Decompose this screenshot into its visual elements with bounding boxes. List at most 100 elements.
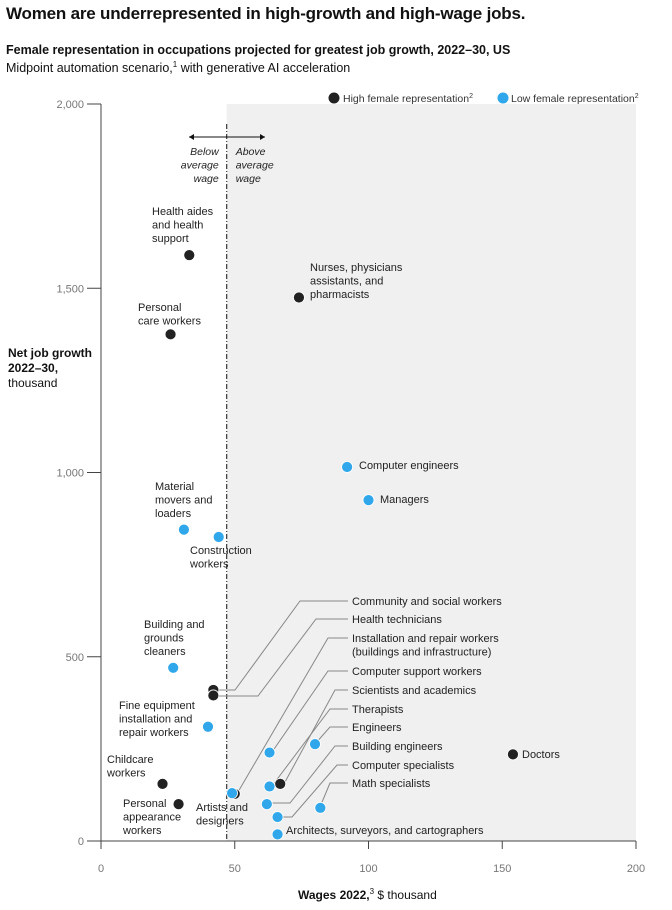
data-point-label-line-2: movers and bbox=[155, 495, 212, 507]
data-point bbox=[156, 777, 169, 790]
above-average-label-line-3: wage bbox=[236, 173, 261, 185]
data-point-label-line-1: Health technicians bbox=[352, 614, 442, 626]
data-point-label-line-1: Nurses, physicians bbox=[310, 262, 403, 274]
data-point-label-line-3: cleaners bbox=[144, 646, 186, 658]
data-point-label-line-1: Computer engineers bbox=[359, 460, 459, 472]
wage-arrow-left-head bbox=[189, 134, 194, 140]
data-point-label-line-3: pharmacists bbox=[310, 289, 370, 301]
data-point bbox=[212, 531, 225, 543]
data-point bbox=[341, 461, 354, 473]
data-point-label-line-3: support bbox=[152, 233, 189, 245]
data-point bbox=[314, 801, 327, 814]
x-axis-label: Wages 2022,3 $ thousand bbox=[298, 887, 437, 902]
data-point-label-line-2: workers bbox=[106, 768, 146, 780]
legend-marker-low bbox=[497, 92, 509, 104]
x-tick-label: 0 bbox=[98, 863, 104, 875]
data-point-label-line-1: Therapists bbox=[352, 704, 404, 716]
data-point-label-line-1: Building engineers bbox=[352, 741, 443, 753]
chart-subtitle: Female representation in occupations pro… bbox=[6, 43, 511, 57]
data-point bbox=[274, 777, 287, 790]
x-tick-label: 200 bbox=[627, 863, 645, 875]
above-average-region bbox=[226, 104, 636, 841]
data-point-label-line-1: Personal bbox=[123, 798, 166, 810]
legend-footnote: 2 bbox=[635, 93, 639, 100]
data-point bbox=[293, 291, 305, 304]
data-point-label-line-2: and health bbox=[152, 220, 203, 232]
label-leader-line bbox=[219, 618, 348, 697]
data-point-label-line-1: Scientists and academics bbox=[352, 685, 477, 697]
below-average-label-line-3: wage bbox=[194, 173, 219, 185]
data-point bbox=[263, 780, 276, 793]
data-point bbox=[202, 720, 214, 733]
below-average-label-line-2: average bbox=[181, 160, 219, 172]
data-point-label-line-1: Managers bbox=[380, 494, 429, 506]
data-point-label-line-1: Computer specialists bbox=[352, 760, 455, 772]
data-point-label-line-1: Artists and bbox=[196, 802, 248, 814]
data-point bbox=[263, 746, 276, 759]
data-point bbox=[172, 798, 185, 811]
data-point-label-line-1: Community and social workers bbox=[352, 596, 502, 608]
data-point-label-line-1: Fine equipment bbox=[119, 700, 195, 712]
x-axis-label-unit: $ thousand bbox=[374, 888, 437, 902]
subtitle2-text: Midpoint automation scenario, bbox=[6, 61, 173, 76]
data-point bbox=[178, 523, 190, 536]
data-point-label-line-1: Doctors bbox=[522, 749, 560, 761]
data-point bbox=[260, 798, 273, 811]
x-tick-label: 100 bbox=[359, 863, 377, 875]
data-point-label-line-1: Installation and repair workers bbox=[352, 633, 499, 645]
data-point bbox=[309, 738, 321, 750]
data-point-label-line-1: Engineers bbox=[352, 722, 402, 734]
data-point bbox=[507, 748, 519, 761]
x-tick-label: 150 bbox=[493, 863, 511, 875]
legend-footnote: 2 bbox=[469, 93, 473, 100]
label-leader-line bbox=[219, 600, 348, 691]
data-point-label-line-3: repair workers bbox=[119, 727, 189, 739]
chart-subtitle-2: Midpoint automation scenario,1 with gene… bbox=[6, 60, 350, 75]
x-axis-label-bold: Wages 2022, bbox=[298, 888, 370, 902]
subtitle2-rest: with generative AI acceleration bbox=[177, 61, 351, 76]
y-axis-label: Net job growth 2022–30, thousand bbox=[8, 346, 98, 391]
x-tick-label: 50 bbox=[229, 863, 241, 875]
data-point-label-line-3: loaders bbox=[155, 508, 192, 520]
data-point-label-line-2: appearance bbox=[123, 812, 181, 824]
data-point bbox=[183, 249, 196, 261]
label-leader-line bbox=[276, 764, 348, 818]
label-leader-line bbox=[267, 745, 348, 804]
data-point-label-line-2: installation and bbox=[119, 714, 192, 726]
data-point-label-line-2: care workers bbox=[138, 316, 201, 328]
below-average-label-line-1: Below bbox=[190, 146, 220, 158]
data-point-label-line-2: workers bbox=[189, 559, 229, 571]
legend-label-low: Low female representation2 bbox=[511, 93, 639, 105]
footnote-1: 1 bbox=[172, 60, 178, 69]
data-point-label-line-1: Construction bbox=[190, 545, 252, 557]
data-point-label-line-2: (buildings and infrastructure) bbox=[352, 647, 491, 659]
footnote-3: 3 bbox=[369, 887, 375, 896]
y-axis-label-unit: thousand bbox=[8, 376, 58, 390]
above-average-label-line-1: Above bbox=[235, 146, 266, 158]
data-point-label-line-1: Childcare bbox=[107, 754, 153, 766]
data-point-label-line-2: grounds bbox=[144, 633, 184, 645]
data-point-label-line-2: designers bbox=[196, 816, 244, 828]
data-point-label-line-1: Computer support workers bbox=[352, 666, 482, 678]
chart-title: Women are underrepresented in high-growt… bbox=[6, 4, 526, 23]
data-point bbox=[362, 494, 375, 507]
data-point bbox=[167, 661, 180, 674]
data-point-label-line-1: Health aides bbox=[152, 206, 214, 218]
data-point-label-line-1: Personal bbox=[138, 302, 181, 314]
y-tick-label: 1,000 bbox=[56, 468, 84, 480]
data-point bbox=[226, 787, 238, 799]
above-average-label-line-2: average bbox=[236, 160, 274, 172]
data-point bbox=[271, 811, 284, 823]
y-tick-label: 500 bbox=[66, 652, 84, 664]
data-point-label-line-2: assistants, and bbox=[310, 276, 383, 288]
data-point bbox=[271, 828, 284, 841]
data-point bbox=[207, 689, 220, 702]
y-tick-label: 2,000 bbox=[56, 99, 84, 111]
label-leader-line bbox=[314, 726, 348, 745]
data-point-label-line-1: Math specialists bbox=[352, 778, 431, 790]
y-tick-label: 0 bbox=[78, 836, 84, 848]
data-point-label-line-1: Architects, surveyors, and cartographers bbox=[286, 825, 484, 837]
data-point-label-line-1: Building and bbox=[144, 619, 205, 631]
